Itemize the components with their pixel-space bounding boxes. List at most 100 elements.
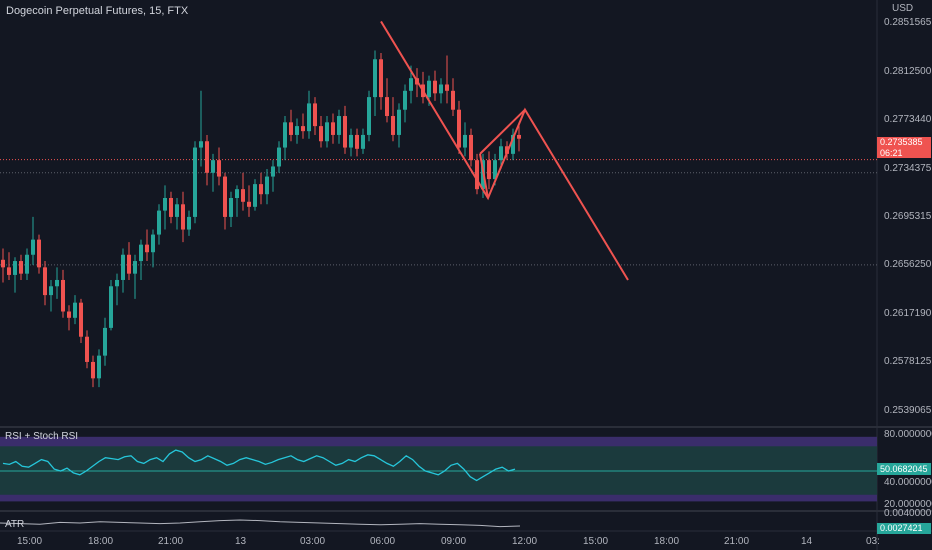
candle-body [145, 244, 149, 253]
candle-body [205, 141, 209, 173]
candle-body [343, 116, 347, 148]
atr-value-tag: 0.0027421 [877, 523, 931, 534]
price-axis-label: 0.2695315 [884, 211, 932, 222]
candle-body [139, 244, 143, 262]
candle-body [439, 84, 443, 94]
candle-body [391, 116, 395, 135]
price-axis-label: 0.2539065 [884, 405, 932, 416]
candle-body [235, 189, 239, 198]
currency-label: USD [892, 3, 914, 14]
candle-body [283, 122, 287, 148]
candle-body [175, 204, 179, 217]
price-axis-label: 0.2656250 [884, 259, 932, 270]
candle-body [475, 160, 479, 190]
time-axis-label: 18:00 [654, 536, 680, 547]
candle-body [301, 126, 305, 132]
time-axis-label: 21:00 [158, 536, 184, 547]
candle-body [211, 160, 215, 173]
price-axis-label: 0.2773440 [884, 114, 932, 125]
candle-body [253, 184, 257, 207]
candle-body [337, 116, 341, 135]
candle-body [451, 90, 455, 110]
candle-body [91, 361, 95, 379]
candle-body [313, 103, 317, 127]
atr-pane-label[interactable]: ATR [5, 519, 25, 530]
time-axis-label: 21:00 [724, 536, 750, 547]
pattern-line [479, 109, 526, 155]
candle-body [445, 84, 449, 91]
candle-body [505, 146, 509, 154]
candle-body [127, 254, 131, 274]
candle-body [43, 267, 47, 296]
candle-body [517, 134, 521, 139]
candle-body [115, 279, 119, 287]
price-axis-label: 0.2851565 [884, 17, 932, 28]
candle-body [169, 197, 173, 217]
candle-body [121, 254, 125, 280]
candle-body [457, 109, 461, 148]
time-axis-label: 15:00 [17, 536, 43, 547]
atr-line [0, 519, 521, 528]
candle-body [499, 146, 503, 161]
candle-body [403, 90, 407, 110]
candle-body [193, 147, 197, 217]
candle-body [409, 78, 413, 91]
time-axis-label: 03:00 [300, 536, 326, 547]
candle-body [379, 59, 383, 98]
time-axis-label: 09:00 [441, 536, 467, 547]
candle-body [427, 80, 431, 98]
pattern-line [479, 153, 489, 199]
time-axis-label: 03: [866, 536, 880, 547]
candle-body [367, 97, 371, 135]
candle-body [13, 261, 17, 275]
candle-body [469, 134, 473, 161]
candle-body [25, 254, 29, 274]
countdown-tag: 06:21 [877, 148, 931, 158]
symbol-title[interactable]: Dogecoin Perpetual Futures, 15, FTX [6, 5, 189, 17]
time-axis-label: 12:00 [512, 536, 538, 547]
candle-body [487, 160, 491, 180]
rsi-axis-label: 40.0000000 [884, 477, 932, 488]
rsi-pane-label[interactable]: RSI + Stoch RSI [5, 431, 79, 442]
candle-body [325, 122, 329, 142]
candle-body [73, 302, 77, 318]
candle-body [397, 109, 401, 135]
candle-body [37, 239, 41, 268]
candle-body [79, 302, 83, 337]
candle-body [85, 336, 89, 362]
candle-body [187, 216, 191, 230]
candle-body [385, 97, 389, 117]
candle-body [247, 201, 251, 207]
time-axis-label: 06:00 [370, 536, 396, 547]
candle-body [373, 59, 377, 98]
candle-body [319, 126, 323, 142]
candle-body [259, 184, 263, 195]
candle-body [67, 311, 71, 318]
candle-body [289, 122, 293, 135]
candle-body [229, 197, 233, 217]
stoch-band [0, 494, 877, 502]
candle-body [55, 279, 59, 287]
candle-body [223, 176, 227, 217]
candle-body [265, 176, 269, 195]
rsi-value-tag: 50.0682045 [877, 463, 931, 475]
price-axis-label: 0.2734375 [884, 163, 932, 174]
pattern-line [380, 20, 629, 281]
candle-body [493, 160, 497, 180]
candle-body [1, 259, 5, 268]
candle-body [433, 80, 437, 94]
candle-body [199, 141, 203, 148]
price-axis-label: 0.2812500 [884, 66, 932, 77]
candle-body [7, 267, 11, 275]
candle-body [331, 122, 335, 135]
rsi-axis-label: 20.0000000 [884, 499, 932, 510]
price-axis-label: 0.2617190 [884, 308, 932, 319]
stoch-band [0, 436, 877, 447]
candle-body [355, 134, 359, 149]
candle-body [61, 279, 65, 312]
candle-body [19, 261, 23, 274]
candle-body [103, 327, 107, 356]
time-axis-label: 13 [235, 536, 247, 547]
